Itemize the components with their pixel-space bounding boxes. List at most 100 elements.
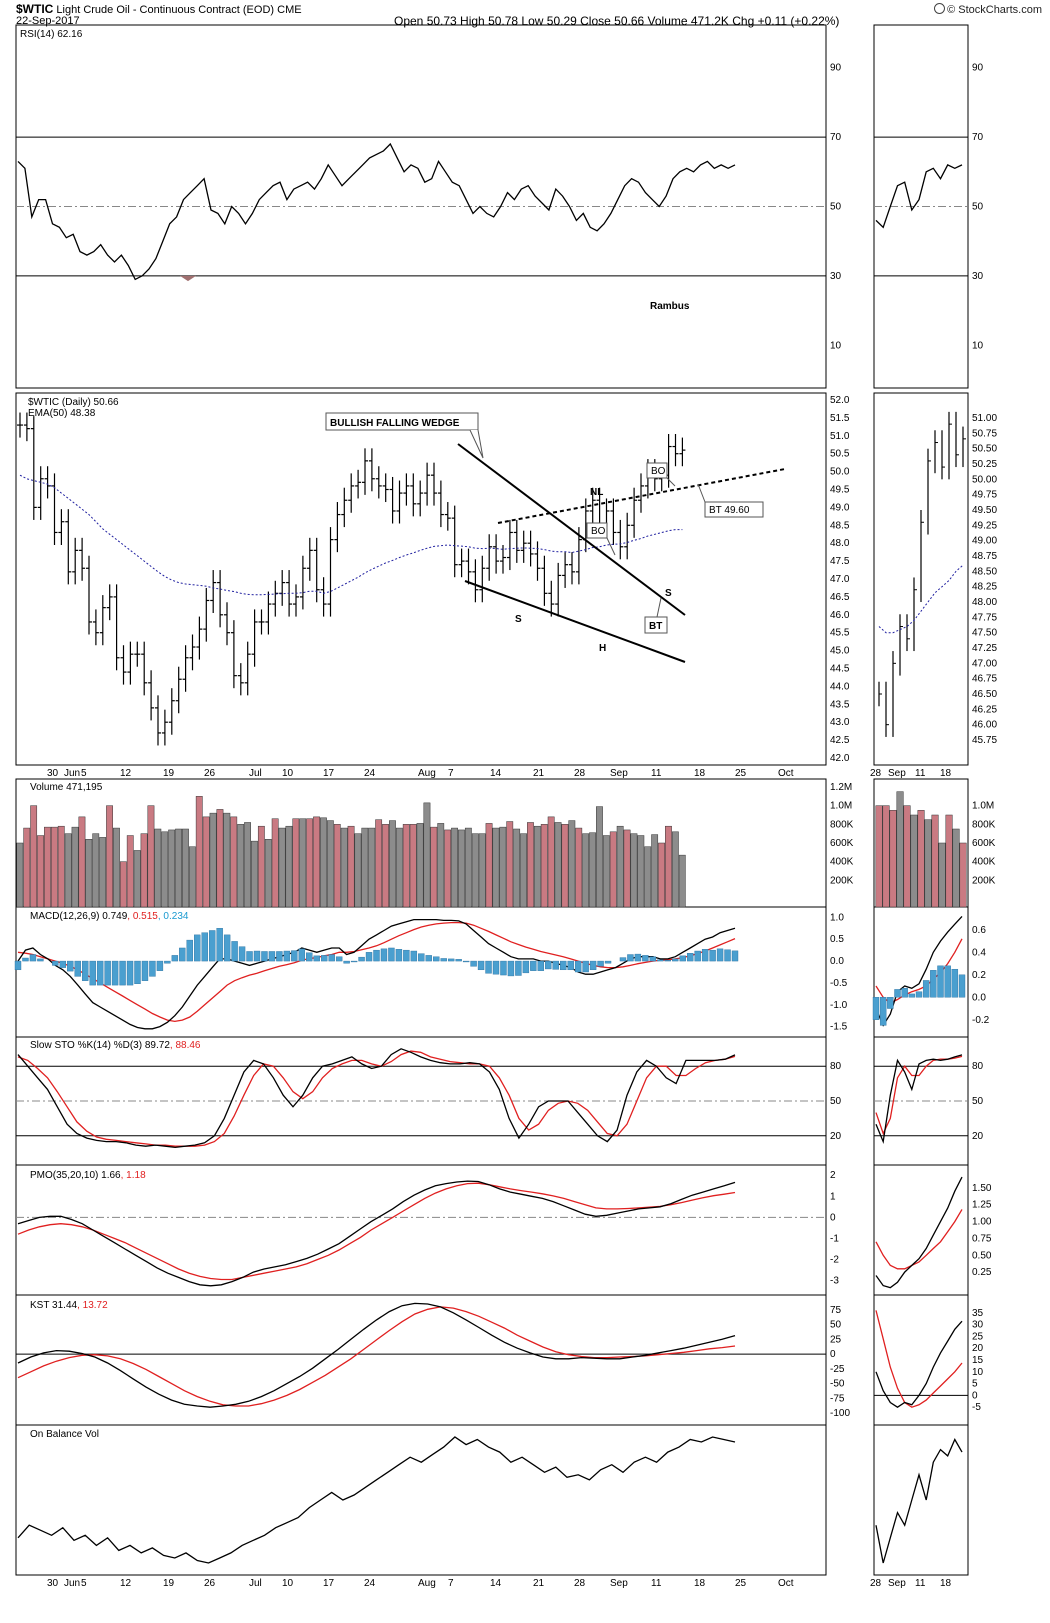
price-tick-label: 48.5 <box>830 520 850 531</box>
volume-bar <box>423 802 431 908</box>
macd-histogram-bar <box>216 928 223 962</box>
macd-histogram-bar <box>418 953 425 962</box>
volume-bar <box>326 820 334 908</box>
volume-bar <box>78 816 86 908</box>
pmo-title: PMO(35,20,10) 1.66, 1.18 <box>30 1170 146 1181</box>
volume-bar <box>678 854 686 908</box>
macd-tick-label: 0.5 <box>830 934 844 945</box>
macd-histogram-bar <box>179 947 186 962</box>
macd-histogram-bar <box>283 950 291 962</box>
volume-bar <box>209 812 217 908</box>
price-tick-label: 44.0 <box>830 681 850 692</box>
kst-tick-label: -50 <box>830 1379 845 1390</box>
macd-histogram-bar <box>291 950 298 962</box>
macd-histogram-bar <box>447 958 455 962</box>
volume-bar <box>430 826 438 908</box>
x-axis-label: Oct <box>778 768 794 779</box>
rsi-title: RSI(14) 62.16 <box>20 29 83 40</box>
macd-histogram-bar <box>134 960 141 985</box>
macd-side-tick-label: 0.2 <box>972 970 986 981</box>
chart-date: 22-Sep-2017 <box>16 15 80 27</box>
bo-pointer-upper <box>666 477 676 487</box>
sto-signal-line <box>17 1050 736 1147</box>
bt-pointer <box>656 597 662 618</box>
macd-histogram-bar <box>201 932 208 962</box>
macd-histogram-bar <box>709 949 716 962</box>
volume-bar <box>333 824 341 908</box>
x-axis-side-label-bottom: 28 <box>870 1578 882 1589</box>
macd-tick-label: -1.0 <box>830 1000 848 1011</box>
macd-histogram-bar <box>642 955 649 962</box>
macd-histogram-bar <box>462 960 470 963</box>
macd-legend-item: , 0.515 <box>127 911 158 922</box>
volume-bar <box>637 835 645 908</box>
volume-tick-label: 1.2M <box>830 782 852 793</box>
volume-bar <box>237 824 245 908</box>
volume-side-tick-label: 1.0M <box>972 801 994 812</box>
price-side-tick-label: 49.50 <box>972 505 997 516</box>
macd-side-histogram-bar <box>901 988 908 998</box>
kst-side-main-line <box>875 1320 963 1408</box>
volume-bar <box>492 827 500 908</box>
volume-side-bar <box>875 805 883 908</box>
x-axis-label-bottom: 25 <box>735 1578 747 1589</box>
price-side-tick-label: 50.50 <box>972 444 997 455</box>
price-tick-label: 49.0 <box>830 502 850 513</box>
x-axis-side-label: 18 <box>940 768 952 779</box>
pmo-legend-item: , 1.18 <box>121 1170 146 1181</box>
macd-histogram-bar <box>238 946 246 962</box>
macd-histogram-bar <box>477 960 485 971</box>
volume-bar <box>292 818 300 908</box>
volume-bar <box>230 816 238 908</box>
left-shoulder-label: S <box>515 614 522 625</box>
volume-bar <box>389 820 396 908</box>
kst-tick-label: 0 <box>830 1349 836 1360</box>
instrument-name: Light Crude Oil - Continuous Contract (E… <box>56 4 275 16</box>
macd-histogram-bar <box>537 960 545 971</box>
volume-bar <box>126 835 134 908</box>
macd-histogram-bar <box>694 950 701 962</box>
macd-side-main-line <box>875 915 963 1027</box>
volume-title: Volume 471,195 <box>30 782 103 793</box>
volume-tick-label: 800K <box>830 819 854 830</box>
price-side-tick-label: 49.00 <box>972 536 997 547</box>
pmo-side-tick-label: 0.50 <box>972 1250 992 1261</box>
kst-signal-line <box>17 1306 736 1407</box>
pmo-tick-label: 2 <box>830 1170 836 1181</box>
volume-bar <box>575 827 583 908</box>
volume-bar <box>106 805 113 908</box>
volume-bar <box>582 833 590 908</box>
macd-histogram-bar <box>649 956 657 962</box>
x-axis-label: 11 <box>651 768 662 779</box>
x-axis-label: 12 <box>120 768 132 779</box>
x-axis-side-label: 28 <box>870 768 882 779</box>
volume-bar <box>478 833 486 908</box>
volume-side-bar <box>896 791 904 908</box>
x-axis-label: 19 <box>163 768 175 779</box>
volume-bar <box>616 825 624 908</box>
wedge-label-pointer <box>469 429 484 459</box>
volume-bar <box>554 822 562 908</box>
volume-bar <box>409 824 417 908</box>
volume-bar <box>464 827 472 908</box>
rsi-oversold-fill <box>180 275 196 282</box>
volume-side-tick-label: 600K <box>972 838 996 849</box>
macd-histogram-bar <box>67 960 74 972</box>
kst-side-signal-line <box>875 1310 963 1408</box>
volume-bar <box>37 835 44 908</box>
macd-histogram-bar <box>358 956 365 962</box>
macd-histogram-bar <box>119 960 126 986</box>
macd-histogram-bar <box>350 960 358 963</box>
sto-title: Slow STO %K(14) %D(3) 89.72, 88.46 <box>30 1040 201 1051</box>
watermark-text: © StockCharts.com <box>947 4 1042 16</box>
macd-histogram-bar <box>37 958 44 962</box>
sto-side-main-line <box>875 1054 963 1145</box>
price-side-tick-label: 50.25 <box>972 459 997 470</box>
x-axis-label: Jun <box>64 768 80 779</box>
volume-side-bar <box>903 805 911 908</box>
macd-side-histogram-bar <box>937 965 944 998</box>
kst-side-tick-label: 25 <box>972 1331 984 1342</box>
x-axis-label-bottom: 10 <box>282 1578 294 1589</box>
x-axis-label-bottom: Sep <box>610 1578 628 1589</box>
volume-bar <box>416 823 424 908</box>
